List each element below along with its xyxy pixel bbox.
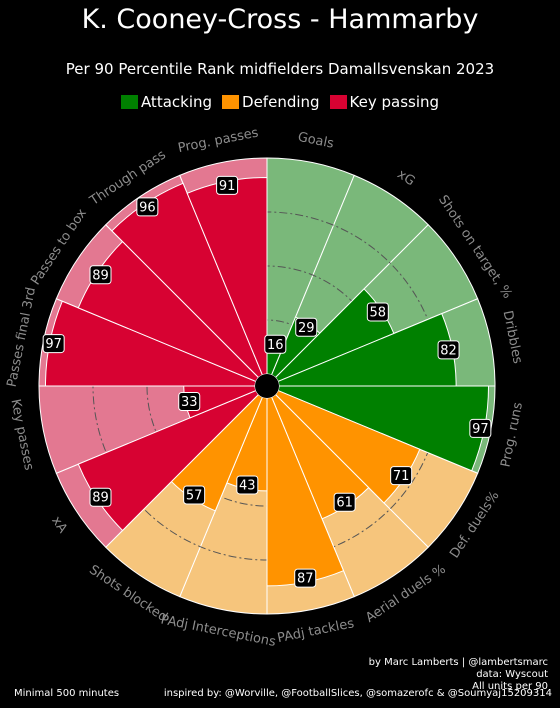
value-label: 97	[45, 337, 62, 352]
chart-subtitle: Per 90 Percentile Rank midfielders Damal…	[65, 60, 495, 78]
value-label-box	[183, 485, 206, 505]
value-label-box	[42, 334, 65, 354]
legend-swatch-defending	[222, 95, 240, 109]
metric-label: Key passes	[7, 398, 36, 472]
value-label-box	[390, 466, 413, 486]
metric-label: xG	[394, 167, 417, 189]
metric-label: xA	[48, 514, 70, 536]
metric-label: Prog. passes	[177, 125, 260, 156]
metric-label: PAdj Interceptions	[159, 612, 277, 650]
legend-label-passing: Key passing	[349, 93, 440, 111]
value-label-box	[136, 197, 159, 217]
value-label-box	[469, 418, 492, 438]
bar-attacking	[277, 385, 490, 472]
value-label-box	[216, 175, 239, 195]
value-label-box	[333, 492, 356, 512]
value-label-box	[294, 568, 317, 588]
value-label: 96	[139, 200, 156, 215]
footer-credit: by Marc Lamberts | @lambertsmarc	[368, 657, 548, 668]
legend-swatch-passing	[329, 95, 347, 109]
legend: Attacking Defending Key passing	[0, 93, 560, 111]
value-label: 61	[336, 496, 353, 511]
value-label: 97	[472, 422, 489, 437]
metric-label: Prog. runs	[498, 401, 526, 469]
value-label-box	[264, 334, 287, 354]
footer-credits: by Marc Lamberts | @lambertsmarc data: W…	[369, 657, 548, 693]
value-label: 43	[239, 478, 256, 493]
chart-title: K. Cooney-Cross - Hammarby	[81, 4, 479, 35]
value-label: 58	[370, 305, 387, 320]
value-label: 87	[297, 572, 314, 587]
metric-label: Passes final 3rd	[5, 286, 40, 388]
legend-item-defending: Defending	[222, 93, 320, 111]
value-label-box	[178, 391, 201, 411]
footer-minutes: Minimal 500 minutes	[14, 688, 120, 699]
value-label: 57	[186, 489, 203, 504]
metric-label: Dribbles	[500, 309, 525, 365]
value-label-box	[437, 340, 460, 360]
footer-data-source: data: Wyscout	[476, 669, 548, 680]
metric-label: Goals	[296, 130, 335, 152]
legend-label-attacking: Attacking	[140, 93, 213, 111]
value-label: 89	[92, 268, 109, 283]
value-label-box	[89, 265, 112, 285]
center-hole	[255, 374, 279, 398]
value-label: 16	[267, 338, 284, 353]
value-label-box	[295, 317, 318, 337]
value-label: 89	[92, 491, 109, 506]
footer-inspired: inspired by: @Worville, @FootballSlices,…	[163, 688, 552, 699]
metric-label: PAdj tackles	[276, 616, 355, 646]
legend-label-defending: Defending	[242, 93, 320, 111]
value-label: 33	[181, 395, 198, 410]
legend-swatch-attacking	[120, 95, 138, 109]
footer-units: All units per 90	[472, 681, 548, 692]
legend-item-attacking: Attacking	[120, 93, 213, 111]
bar-passing	[44, 300, 257, 387]
value-label: 82	[440, 343, 457, 358]
legend-item-passing: Key passing	[329, 93, 440, 111]
value-label: 29	[298, 321, 315, 336]
value-label-box	[366, 302, 389, 322]
value-label-box	[89, 487, 112, 507]
value-label: 71	[393, 469, 410, 484]
value-label-box	[236, 475, 259, 495]
value-label: 91	[219, 179, 236, 194]
